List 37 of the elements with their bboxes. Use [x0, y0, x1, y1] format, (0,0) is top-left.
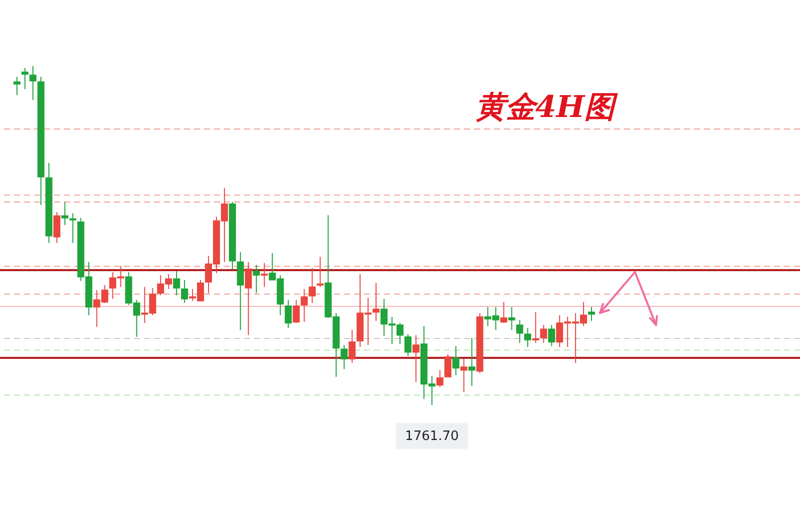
- candlestick: [181, 279, 188, 304]
- candlestick: [436, 370, 444, 388]
- candlestick: [340, 344, 348, 370]
- candlestick: [588, 306, 596, 322]
- candlestick: [173, 270, 180, 296]
- candlestick: [372, 282, 380, 322]
- candlestick: [412, 334, 420, 382]
- candlestick: [284, 299, 292, 329]
- candlestick: [252, 264, 260, 294]
- candlestick: [404, 334, 412, 356]
- candlestick: [61, 201, 68, 226]
- candlestick: [508, 306, 516, 331]
- candlestick: [308, 268, 316, 304]
- candlestick: [348, 330, 356, 364]
- candlestick: [500, 301, 508, 324]
- candlestick: [69, 212, 76, 244]
- candlestick: [524, 328, 532, 348]
- text: 黄金4H图: [475, 90, 619, 125]
- candlestick: [13, 76, 20, 96]
- candlestick: [548, 324, 556, 347]
- candlestick: [316, 256, 324, 288]
- candlestick: [540, 324, 548, 344]
- candlestick: [29, 66, 36, 100]
- candlestick: [532, 312, 540, 344]
- candlestick: [292, 299, 300, 324]
- candlestick: [53, 212, 60, 244]
- candlestick: [516, 319, 524, 344]
- annotation: 1761.70: [405, 429, 459, 444]
- candlestick: [236, 252, 244, 331]
- candlestick: [300, 288, 308, 322]
- candlestick: [260, 262, 268, 288]
- candlestick: [452, 346, 460, 376]
- candlestick: [244, 261, 252, 336]
- candlestick: [444, 354, 452, 378]
- candlestick: [468, 337, 476, 387]
- candlestick: [460, 358, 468, 393]
- candlestick: [21, 68, 28, 90]
